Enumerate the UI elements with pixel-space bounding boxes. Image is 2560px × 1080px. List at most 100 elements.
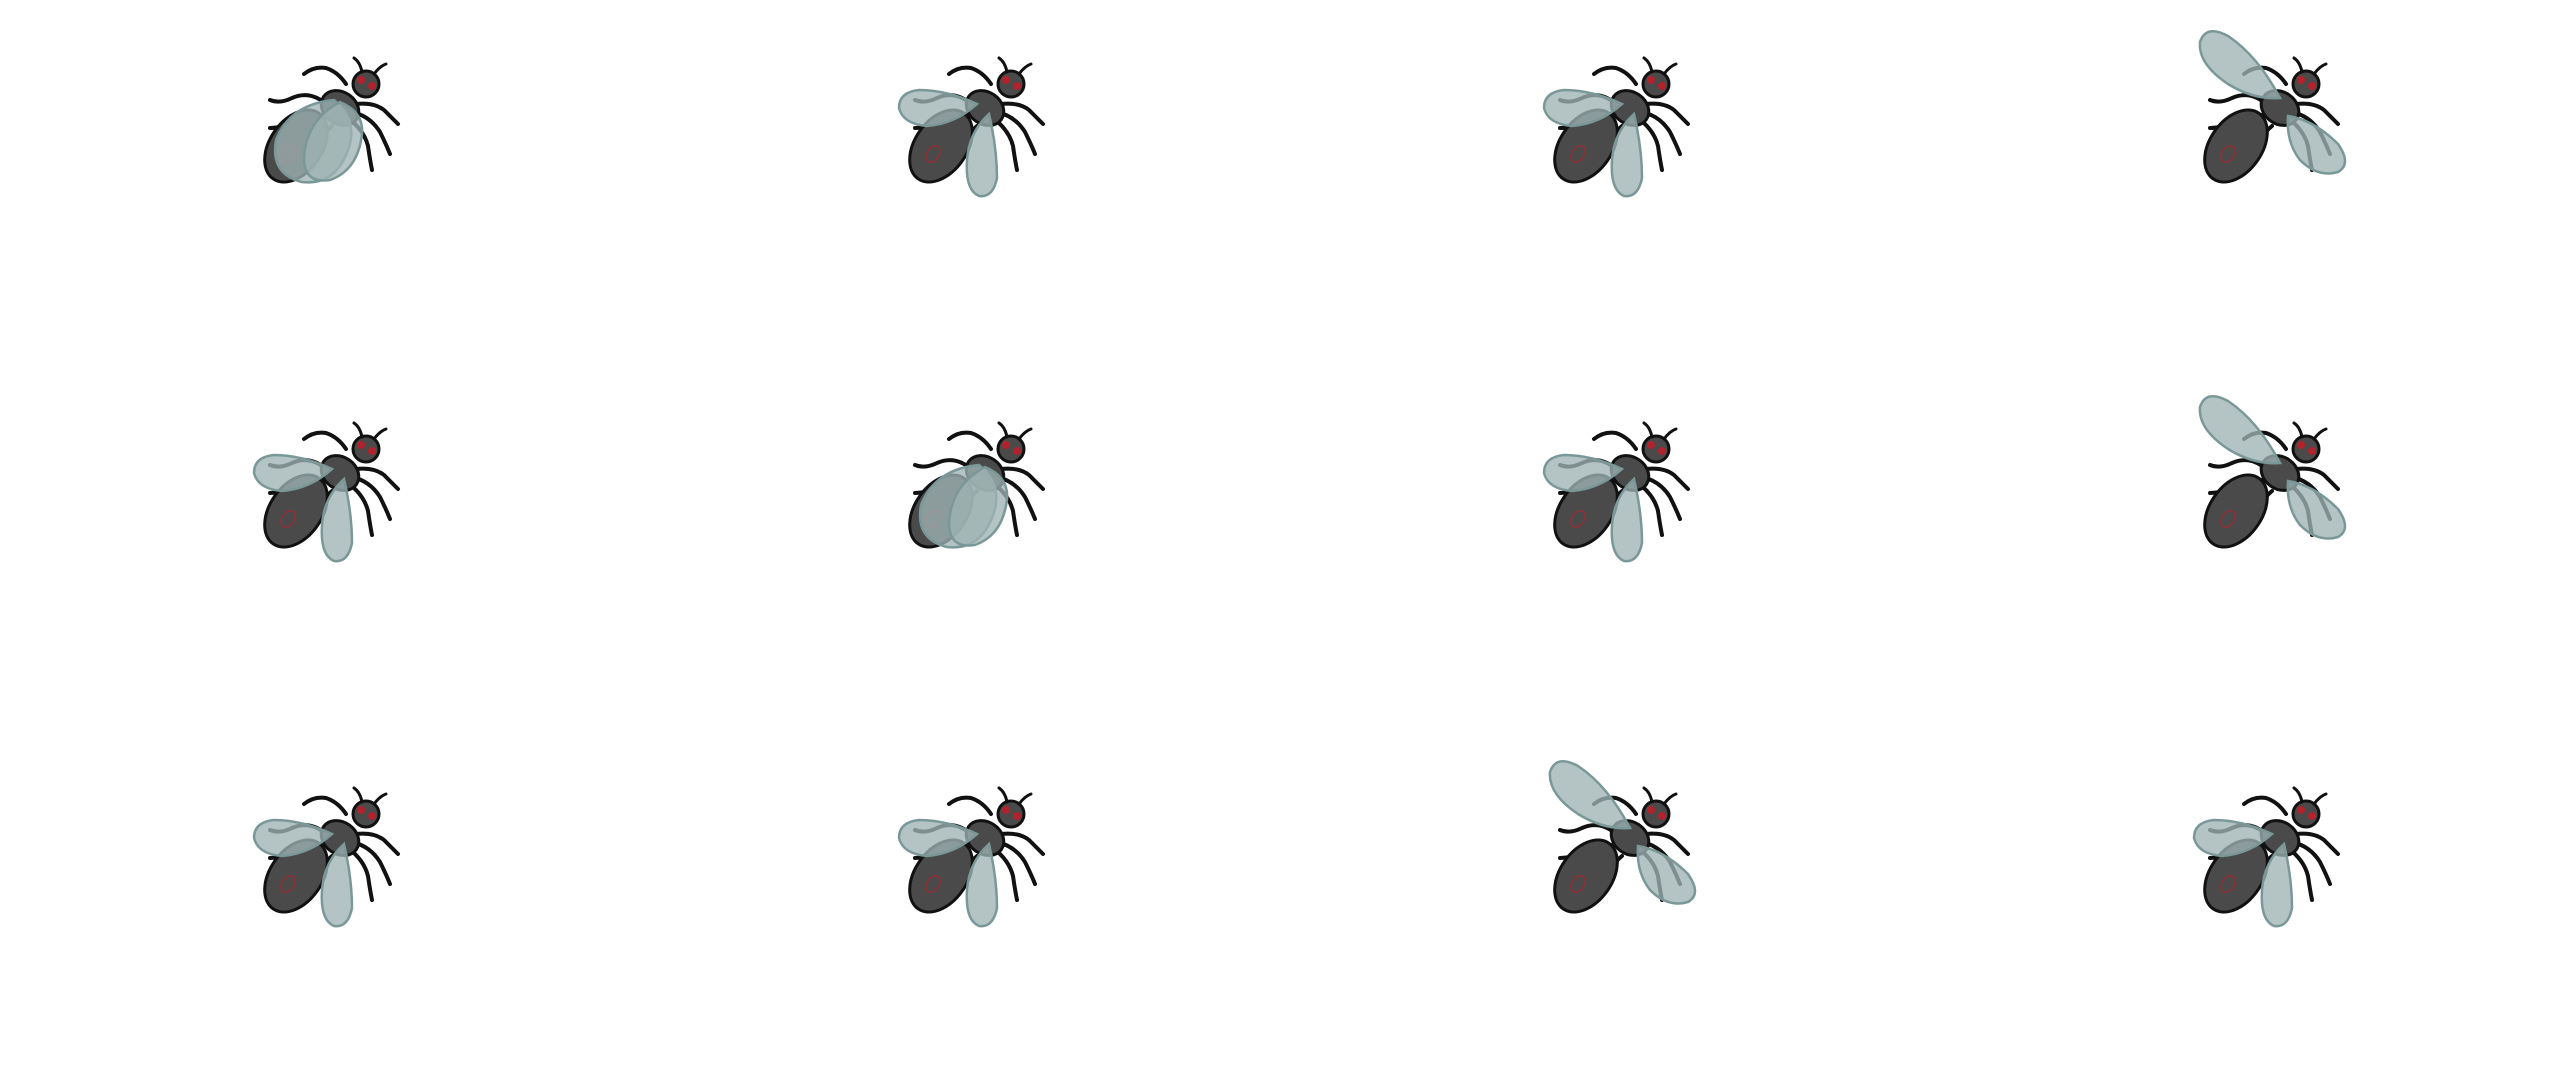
fly-eye	[1658, 812, 1666, 820]
fly-eye	[2308, 82, 2316, 90]
fly-antenna	[1662, 62, 1678, 76]
fly-leg	[1592, 65, 1638, 86]
fly-leg	[995, 475, 1037, 521]
fly-leg	[999, 831, 1045, 856]
fly-leg	[2294, 831, 2340, 856]
fly-leg	[354, 831, 400, 856]
fly-leg	[1592, 430, 1638, 451]
fly-abdomen-marking	[1570, 875, 1586, 893]
fly-abdomen	[2203, 473, 2269, 549]
fly-eye	[1013, 812, 1021, 820]
fly-abdomen-marking	[2220, 510, 2236, 528]
fly-eye	[357, 76, 365, 84]
fly-thorax	[964, 89, 1006, 127]
fly-eye	[2297, 441, 2305, 449]
fly-antenna	[1017, 792, 1033, 806]
fly-antenna	[1017, 62, 1033, 76]
fly-wing	[897, 818, 980, 858]
fly-sprite	[1548, 759, 1697, 914]
fly-leg	[2290, 840, 2332, 886]
fly-antenna	[2312, 62, 2328, 76]
fly-wing	[2198, 29, 2282, 100]
fly-leg	[947, 795, 993, 816]
fly-leg	[947, 65, 993, 86]
fly-wing	[1542, 453, 1625, 493]
fly-leg	[268, 93, 328, 106]
fly-antenna	[997, 56, 1009, 74]
fly-sprite	[1542, 421, 1690, 563]
fly-eye	[1647, 76, 1655, 84]
fly-sprite	[252, 421, 400, 563]
fly-wing	[965, 111, 999, 198]
fly-sprite	[263, 56, 400, 184]
fly-sprite	[2198, 29, 2347, 184]
fly-leg	[2242, 795, 2288, 816]
fly-leg	[991, 846, 1019, 902]
fly-eye	[368, 447, 376, 455]
frame-09	[220, 740, 440, 960]
frame-01	[220, 10, 440, 230]
fly-eye	[368, 812, 376, 820]
fly-eye	[2297, 76, 2305, 84]
fly-leg	[995, 840, 1037, 886]
fly-eye	[357, 441, 365, 449]
fly-eye	[2308, 812, 2316, 820]
fly-wing	[320, 841, 354, 928]
fly-antenna	[997, 421, 1009, 439]
fly-sprite	[897, 786, 1045, 928]
fly-eye	[1013, 82, 1021, 90]
fly-wing	[947, 465, 1009, 547]
fly-eye	[1658, 82, 1666, 90]
fly-leg	[999, 466, 1045, 491]
fly-abdomen-marking	[280, 510, 296, 528]
fly-abdomen	[2203, 108, 2269, 184]
fly-sprite	[897, 56, 1045, 198]
fly-wing	[965, 841, 999, 928]
fly-abdomen-marking	[1570, 145, 1586, 163]
fly-leg	[1644, 466, 1690, 491]
fly-leg	[350, 840, 392, 886]
fly-thorax	[319, 454, 361, 492]
frame-04	[2160, 10, 2380, 230]
fly-leg	[2294, 101, 2340, 126]
fly-wing	[2198, 394, 2282, 465]
fly-leg	[913, 458, 973, 471]
frame-06	[865, 375, 1085, 595]
fly-sprite	[2198, 394, 2347, 549]
fly-sprite	[252, 786, 400, 928]
fly-leg	[1558, 823, 1618, 836]
fly-leg	[302, 795, 348, 816]
frame-11	[1510, 740, 1730, 960]
frame-08	[2160, 375, 2380, 595]
frame-05	[220, 375, 440, 595]
fly-thorax	[964, 819, 1006, 857]
frame-03	[1510, 10, 1730, 230]
fly-abdomen-marking	[1570, 510, 1586, 528]
fly-abdomen	[1553, 838, 1619, 914]
fly-leg	[999, 101, 1045, 126]
fly-leg	[1640, 475, 1682, 521]
fly-abdomen-marking	[2220, 145, 2236, 163]
fly-wing	[252, 453, 335, 493]
fly-antenna	[1642, 421, 1654, 439]
fly-thorax	[319, 819, 361, 857]
fly-wing	[2192, 818, 2275, 858]
fly-abdomen-marking	[280, 875, 296, 893]
fly-antenna	[1642, 786, 1654, 804]
fly-wing	[252, 818, 335, 858]
fly-eye	[1658, 447, 1666, 455]
fly-abdomen-marking	[2220, 875, 2236, 893]
fly-antenna	[1642, 56, 1654, 74]
fly-thorax	[1609, 454, 1651, 492]
fly-antenna	[1662, 792, 1678, 806]
fly-leg	[2294, 466, 2340, 491]
fly-eye	[2297, 806, 2305, 814]
fly-antenna	[1017, 427, 1033, 441]
fly-eye	[357, 806, 365, 814]
fly-thorax	[2259, 819, 2301, 857]
fly-eye	[1002, 441, 1010, 449]
fly-leg	[350, 110, 392, 156]
fly-antenna	[2312, 792, 2328, 806]
fly-leg	[346, 846, 374, 902]
